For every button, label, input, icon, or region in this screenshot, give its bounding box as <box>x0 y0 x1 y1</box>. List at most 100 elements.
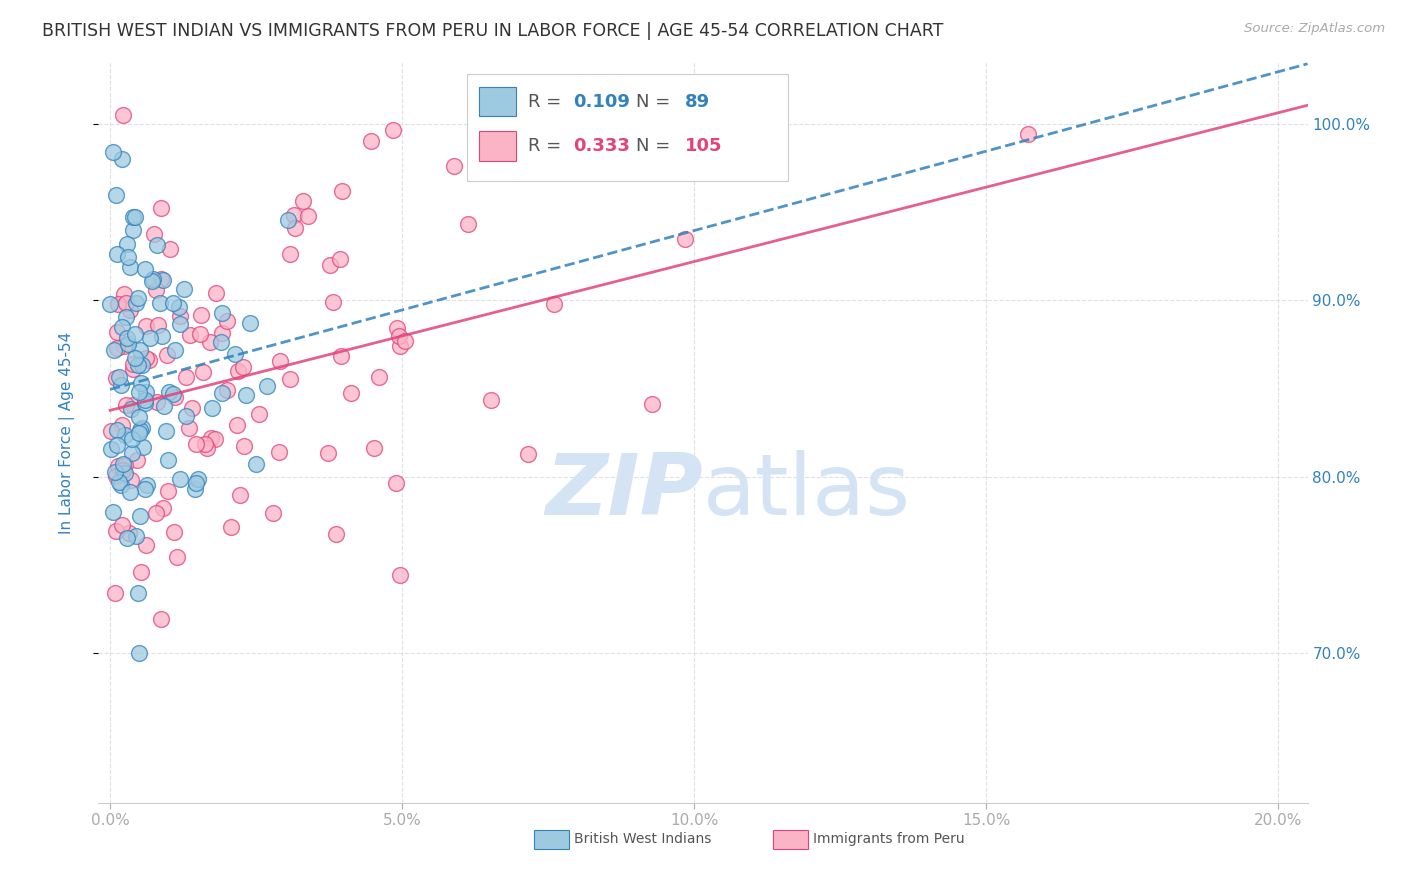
Point <box>104 524 127 538</box>
Point <box>112 462 135 476</box>
Point <box>150 272 173 286</box>
Point <box>111 457 134 471</box>
Text: British West Indians: British West Indians <box>574 832 711 847</box>
Text: R =: R = <box>527 93 567 111</box>
Text: Source: ZipAtlas.com: Source: ZipAtlas.com <box>1244 22 1385 36</box>
Point <box>150 612 173 626</box>
Point <box>122 223 145 237</box>
FancyBboxPatch shape <box>479 87 516 117</box>
Point <box>121 362 143 376</box>
Point <box>146 318 169 333</box>
Point <box>256 379 278 393</box>
Point <box>131 440 153 454</box>
Point <box>105 468 128 483</box>
Point <box>111 518 134 533</box>
Point <box>150 328 173 343</box>
Point <box>143 227 166 241</box>
Point <box>129 376 152 390</box>
Point <box>169 309 191 323</box>
Point <box>641 397 664 411</box>
Point <box>128 384 150 399</box>
Point <box>124 351 146 366</box>
Point <box>152 273 174 287</box>
Text: Immigrants from Peru: Immigrants from Peru <box>813 832 965 847</box>
Point <box>104 187 127 202</box>
Point <box>232 439 254 453</box>
Point <box>174 409 197 424</box>
Point <box>103 504 125 518</box>
Point <box>111 417 134 432</box>
Point <box>194 437 217 451</box>
Point <box>381 122 404 136</box>
Point <box>262 506 284 520</box>
Point <box>278 372 301 386</box>
Point <box>110 378 132 392</box>
Point <box>385 475 408 490</box>
Point <box>184 437 207 451</box>
Text: N =: N = <box>637 93 676 111</box>
Point <box>229 488 252 502</box>
Point <box>111 319 134 334</box>
Point <box>245 457 267 471</box>
Point <box>239 316 262 330</box>
Point <box>120 401 142 416</box>
Text: 89: 89 <box>685 93 710 111</box>
Point <box>179 327 201 342</box>
Point <box>166 550 188 565</box>
Point <box>329 252 352 266</box>
Point <box>117 236 139 251</box>
Point <box>124 326 146 341</box>
Point <box>675 232 697 246</box>
Point <box>389 339 412 353</box>
Point <box>114 458 136 473</box>
Point <box>134 395 156 409</box>
Point <box>159 242 181 256</box>
Point <box>122 398 145 412</box>
Point <box>121 446 143 460</box>
Text: ZIP: ZIP <box>546 450 703 533</box>
Point <box>129 508 152 523</box>
Point <box>120 302 142 317</box>
Point <box>120 260 142 274</box>
Point <box>117 531 139 545</box>
Text: 105: 105 <box>685 137 723 155</box>
Point <box>155 424 177 438</box>
Point <box>145 506 167 520</box>
Point <box>111 153 134 167</box>
Point <box>141 274 163 288</box>
Point <box>284 220 307 235</box>
FancyBboxPatch shape <box>467 73 787 181</box>
Point <box>479 393 502 408</box>
Point <box>232 360 254 375</box>
Point <box>152 399 174 413</box>
Point <box>457 218 479 232</box>
Text: R =: R = <box>527 137 567 155</box>
Point <box>121 358 143 372</box>
Point <box>543 297 565 311</box>
Point <box>195 441 218 455</box>
Point <box>111 108 134 122</box>
Point <box>139 331 162 345</box>
Point <box>128 646 150 660</box>
Point <box>125 529 148 543</box>
Point <box>211 386 233 401</box>
Point <box>129 423 152 437</box>
Point <box>135 384 157 399</box>
Point <box>138 352 160 367</box>
Point <box>128 409 150 424</box>
Point <box>112 339 135 353</box>
Point <box>173 282 195 296</box>
Point <box>107 296 129 310</box>
Point <box>115 331 138 345</box>
Point <box>226 364 249 378</box>
Point <box>211 306 233 320</box>
Point <box>198 334 221 349</box>
Point <box>98 297 121 311</box>
Point <box>100 424 122 438</box>
Point <box>117 337 139 351</box>
Point <box>105 423 128 437</box>
Point <box>135 318 157 333</box>
Point <box>394 334 416 348</box>
Point <box>156 453 179 467</box>
Point <box>174 369 197 384</box>
